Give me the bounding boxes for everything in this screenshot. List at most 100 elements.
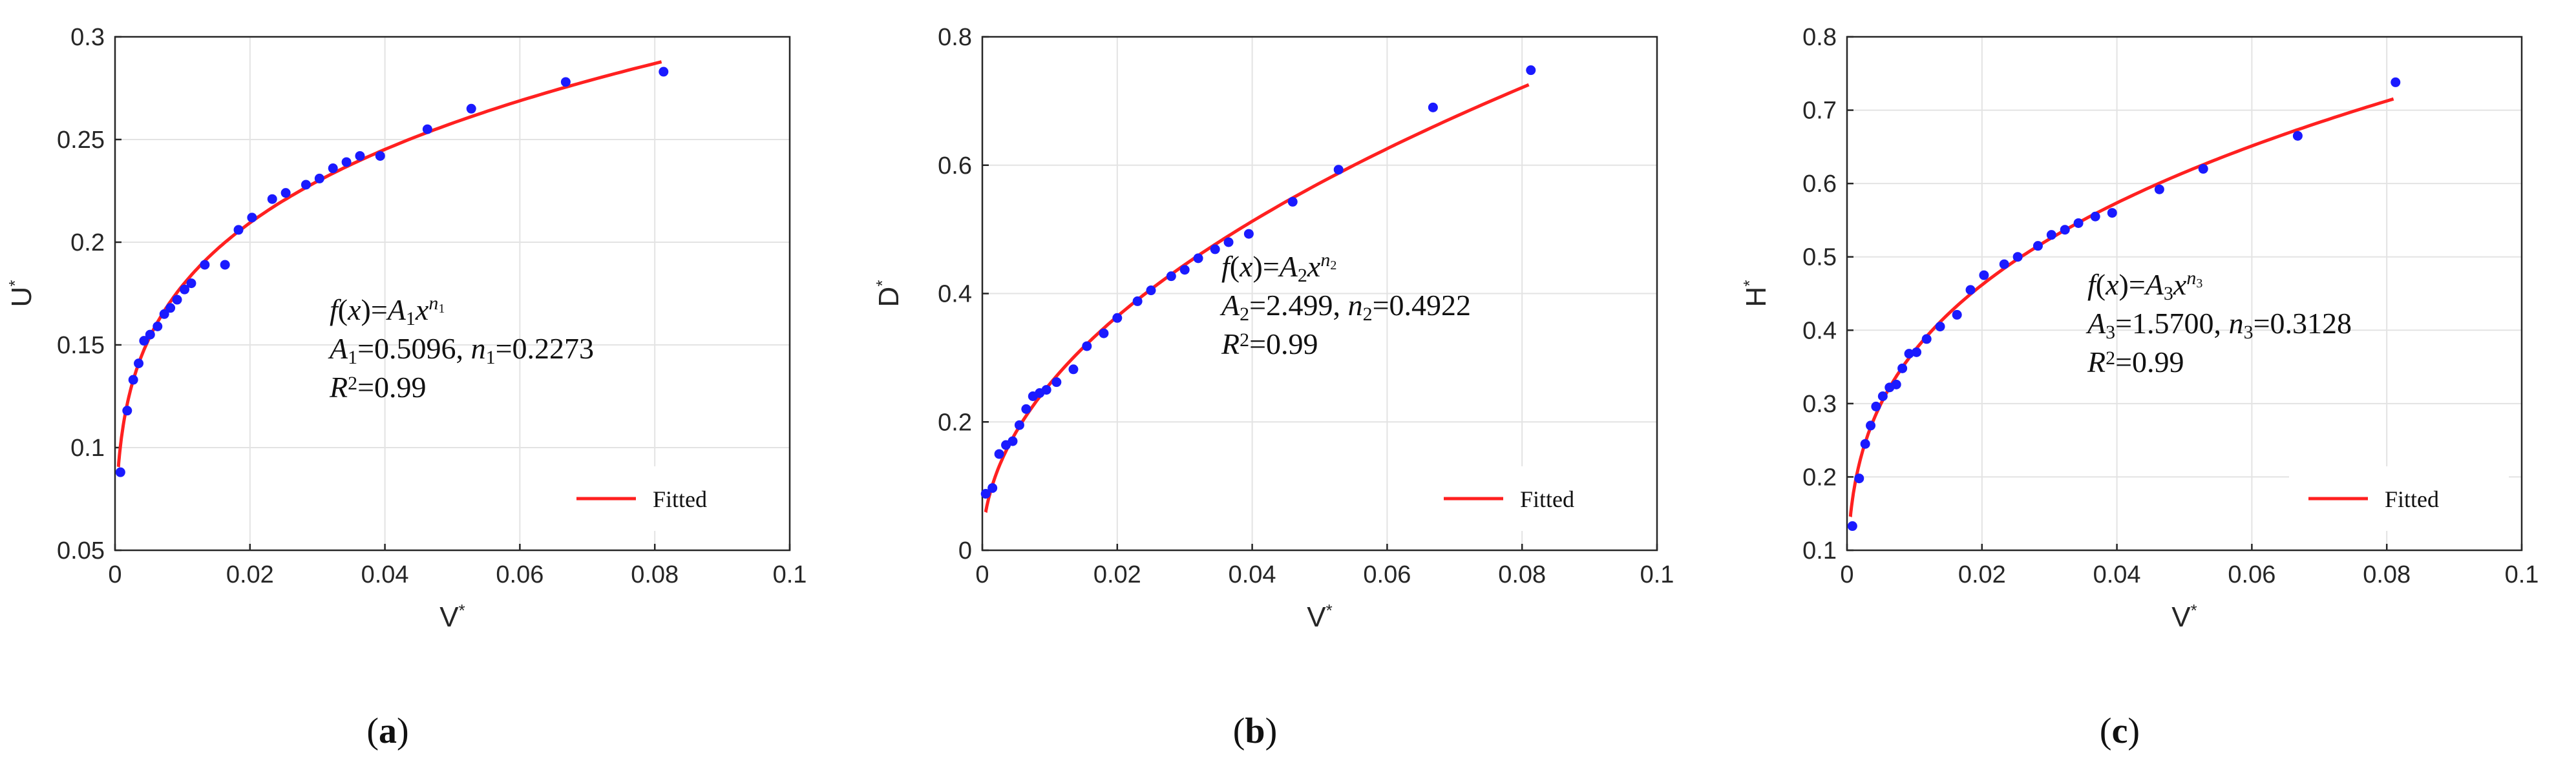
data-point — [1068, 364, 1079, 375]
y-tick-label: 0.2 — [70, 229, 105, 256]
data-point — [375, 150, 385, 161]
y-tick-label: 0.7 — [1802, 98, 1837, 125]
data-point — [2292, 130, 2303, 141]
panel-label: (b) — [1233, 711, 1277, 751]
data-point — [1965, 285, 1976, 295]
data-point — [1935, 322, 1945, 332]
data-point — [1179, 265, 1190, 275]
y-tick-label: 0.2 — [938, 409, 972, 436]
data-point — [2073, 218, 2084, 228]
data-point — [422, 124, 432, 134]
panel-c: 0 0.02 0.04 0.06 0.08 0.1 0.1 0.2 0.3 0.4 0.5 0.6 0.… — [1740, 24, 2539, 751]
data-point — [1891, 379, 1901, 389]
data-point — [1526, 65, 1536, 76]
data-point — [139, 336, 149, 346]
x-tick-label: 0.1 — [773, 561, 807, 588]
data-point — [314, 173, 324, 183]
x-tick-label: 0.06 — [2228, 561, 2275, 588]
fit-parameters: A3=1.5700, n3=0.3128 — [2085, 307, 2352, 343]
data-point — [1082, 341, 1092, 351]
data-point — [220, 260, 230, 270]
y-tick-label: 0.3 — [1802, 391, 1837, 418]
data-point — [122, 406, 132, 416]
x-tick-label: 0.1 — [1640, 561, 1674, 588]
data-point — [180, 284, 190, 295]
y-tick-label: 0.4 — [938, 281, 972, 308]
data-point — [1287, 196, 1298, 207]
data-point — [233, 225, 244, 235]
y-tick-label: 0 — [958, 537, 972, 564]
y-axis-label: D* — [872, 280, 905, 307]
y-tick-label: 0.25 — [57, 127, 105, 154]
fit-equation: f(x)=A2xn2 — [1221, 249, 1336, 286]
data-point — [1132, 296, 1143, 306]
x-tick-label: 0.1 — [2505, 561, 2539, 588]
y-tick-label: 0.1 — [1802, 537, 1837, 564]
fit-equation: f(x)=A3xn3 — [2087, 267, 2202, 304]
data-point — [341, 157, 352, 167]
data-point — [1979, 270, 1989, 280]
x-tick-label: 0.02 — [1093, 561, 1141, 588]
x-tick-label: 0.06 — [1363, 561, 1411, 588]
data-point — [145, 329, 155, 340]
x-tick-label: 0.08 — [2363, 561, 2411, 588]
x-tick-label: 0.04 — [1229, 561, 1276, 588]
y-tick-label: 0.2 — [1802, 464, 1837, 491]
data-point — [1952, 309, 1962, 320]
data-point — [115, 467, 125, 477]
data-point — [1904, 349, 1914, 359]
data-point — [247, 212, 257, 223]
data-point — [128, 375, 138, 385]
data-point — [980, 489, 991, 499]
data-point — [1866, 420, 1876, 431]
data-point — [1099, 328, 1109, 338]
x-axis-label: V* — [2171, 601, 2197, 633]
data-point — [1193, 253, 1203, 264]
data-point — [159, 309, 169, 319]
fit-r-squared: R2=0.99 — [2087, 346, 2184, 378]
x-tick-label: 0.04 — [2093, 561, 2141, 588]
y-axis-label: H* — [1740, 280, 1772, 307]
fit-equation: f(x)=A1xn1 — [330, 293, 445, 329]
axes-frame — [114, 36, 791, 552]
fit-r-squared: R2=0.99 — [329, 371, 427, 404]
data-point — [1243, 229, 1254, 239]
y-tick-label: 0.15 — [57, 332, 105, 359]
data-point — [1999, 259, 2009, 269]
data-point — [987, 483, 998, 493]
x-axis-label: V* — [1307, 601, 1332, 633]
fit-r-squared: R2=0.99 — [1221, 327, 1318, 360]
data-point — [1912, 347, 1922, 357]
data-point — [172, 295, 182, 305]
x-tick-label: 0.04 — [361, 561, 409, 588]
legend-label: Fitted — [2385, 486, 2439, 512]
x-tick-label: 0.08 — [631, 561, 679, 588]
data-point — [280, 188, 291, 198]
data-point — [1014, 420, 1024, 430]
y-axis-label: U* — [5, 280, 37, 307]
data-point — [1223, 237, 1234, 247]
fit-parameters: A1=0.5096, n1=0.2273 — [328, 332, 594, 368]
x-tick-label: 0.02 — [1958, 561, 2006, 588]
data-point — [1877, 391, 1888, 401]
x-tick-label: 0 — [975, 561, 989, 588]
data-point — [134, 358, 144, 369]
fit-parameters: A2=2.499, n2=0.4922 — [1219, 289, 1471, 325]
data-point — [1854, 473, 1864, 484]
data-point — [1021, 404, 1031, 414]
legend-label: Fitted — [653, 486, 707, 512]
data-point — [2032, 241, 2043, 251]
panel-label: (a) — [366, 711, 408, 751]
data-point — [186, 278, 196, 289]
data-point — [328, 163, 338, 174]
data-point — [2012, 252, 2023, 262]
data-point — [2198, 163, 2208, 174]
data-point — [1166, 271, 1176, 282]
data-point — [1921, 334, 1932, 344]
data-point — [1210, 244, 1220, 254]
x-tick-label: 0.02 — [226, 561, 274, 588]
panel-label: (c) — [2100, 711, 2140, 751]
data-point — [2391, 77, 2401, 87]
y-tick-label: 0.5 — [1802, 244, 1837, 271]
legend-label: Fitted — [1520, 486, 1574, 512]
